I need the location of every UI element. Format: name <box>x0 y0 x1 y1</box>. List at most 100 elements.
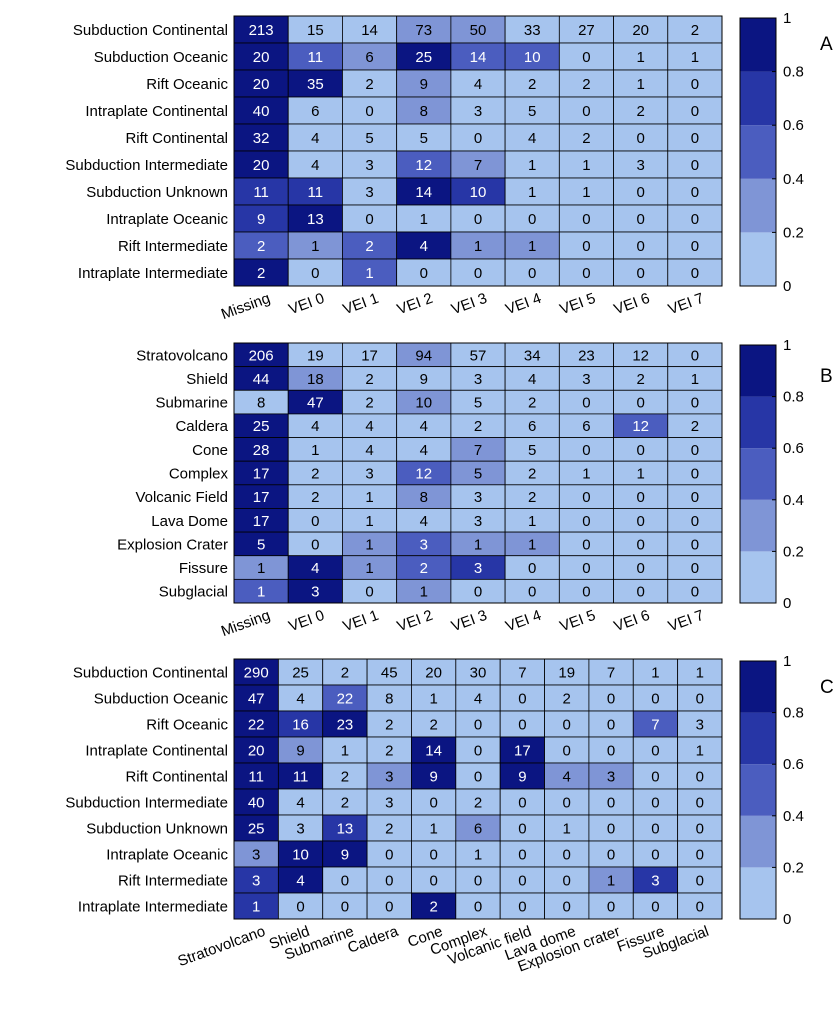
cell-value: 17 <box>361 347 378 364</box>
cell-value: 0 <box>518 847 526 864</box>
cell-value: 0 <box>341 899 349 916</box>
cell-value: 20 <box>253 76 270 93</box>
heatmap-cell <box>499 892 545 920</box>
cell-value: 0 <box>582 211 590 228</box>
cell-value: 6 <box>474 821 482 838</box>
column-label: VEI 1 <box>341 290 381 319</box>
heatmap-cell <box>558 123 614 152</box>
cell-value: 0 <box>636 238 644 255</box>
cell-value: 3 <box>474 103 482 120</box>
cell-value: 0 <box>651 691 659 708</box>
cell-value: 0 <box>691 157 699 174</box>
colorbar-tick-label: 0.4 <box>783 171 804 188</box>
cell-value: 1 <box>528 238 536 255</box>
cell-value: 1 <box>582 184 590 201</box>
heatmap-cell <box>455 762 501 790</box>
row-label: Explosion Crater <box>117 536 228 553</box>
cell-value: 0 <box>696 769 704 786</box>
cell-value: 12 <box>415 157 432 174</box>
colorbar-segment <box>740 448 776 500</box>
cell-value: 0 <box>691 584 699 601</box>
cell-value: 4 <box>563 769 571 786</box>
row-label: Intraplate Oceanic <box>106 211 228 228</box>
column-label: Caldera <box>345 923 401 957</box>
cell-value: 0 <box>636 130 644 147</box>
cell-value: 0 <box>528 265 536 282</box>
cell-value: 1 <box>636 76 644 93</box>
cell-value: 0 <box>518 899 526 916</box>
heatmap-cell <box>667 204 723 233</box>
heatmap-cell <box>499 814 545 842</box>
cell-value: 3 <box>311 584 319 601</box>
cell-value: 0 <box>691 130 699 147</box>
heatmap-cell <box>504 258 560 287</box>
cell-value: 2 <box>385 717 393 734</box>
cell-value: 3 <box>474 371 482 388</box>
cell-value: 1 <box>420 211 428 228</box>
heatmap-cell <box>667 150 723 179</box>
heatmap-cell <box>366 762 412 790</box>
cell-value: 4 <box>311 418 319 435</box>
heatmap-cell <box>455 736 501 764</box>
cell-value: 2 <box>385 821 393 838</box>
heatmap-cell <box>504 15 560 44</box>
cell-value: 9 <box>420 76 428 93</box>
cell-value: 45 <box>381 665 398 682</box>
cell-value: 5 <box>474 395 482 412</box>
cell-value: 3 <box>296 821 304 838</box>
colorbar-segment <box>740 661 776 713</box>
cell-value: 0 <box>518 795 526 812</box>
heatmap-cell <box>677 892 723 920</box>
heatmap-cell <box>277 710 324 738</box>
cell-value: 5 <box>528 103 536 120</box>
row-label: Subduction Unknown <box>86 184 228 201</box>
heatmap-cell <box>499 840 545 868</box>
heatmap-cell <box>287 231 343 260</box>
heatmap-cell <box>342 231 398 260</box>
cell-value: 6 <box>311 103 319 120</box>
heatmap-cell <box>233 15 289 44</box>
heatmap-cell <box>455 710 501 738</box>
heatmap-cell <box>588 762 634 790</box>
heatmap-cell <box>450 231 506 260</box>
cell-value: 0 <box>528 584 536 601</box>
heatmap-cell <box>287 258 343 287</box>
cell-value: 2 <box>582 76 590 93</box>
cell-value: 1 <box>582 157 590 174</box>
heatmap-cell <box>667 231 723 260</box>
cell-value: 6 <box>365 49 373 66</box>
heatmap-cell <box>322 684 368 712</box>
heatmap-cell <box>277 866 324 894</box>
colorbar-tick-label: 0.8 <box>783 389 804 406</box>
colorbar-frame <box>739 17 777 287</box>
colorbar-segment <box>740 178 776 233</box>
cell-value: 1 <box>528 157 536 174</box>
cell-value: 0 <box>582 442 590 459</box>
cell-value: 47 <box>248 691 265 708</box>
colorbar-frame <box>739 344 777 604</box>
column-label: VEI 6 <box>612 607 652 636</box>
cell-value: 2 <box>365 76 373 93</box>
cell-value: 0 <box>582 238 590 255</box>
cell-value: 4 <box>365 442 373 459</box>
cell-value: 2 <box>528 466 536 483</box>
cell-value: 0 <box>474 873 482 890</box>
cell-value: 1 <box>636 49 644 66</box>
heatmap-cell <box>632 840 679 868</box>
heatmap-cell <box>396 123 452 152</box>
cell-value: 1 <box>311 442 319 459</box>
cell-value: 8 <box>420 103 428 120</box>
cell-value: 2 <box>528 76 536 93</box>
cell-value: 0 <box>528 560 536 577</box>
heatmap-cell <box>233 96 289 125</box>
cell-value: 8 <box>257 395 265 412</box>
heatmap-cell <box>233 866 279 894</box>
cell-value: 2 <box>582 130 590 147</box>
cell-value: 10 <box>524 49 541 66</box>
row-label: Complex <box>169 466 229 483</box>
cell-value: 0 <box>651 769 659 786</box>
cell-value: 0 <box>651 743 659 760</box>
cell-value: 10 <box>415 395 432 412</box>
cell-value: 4 <box>474 76 482 93</box>
